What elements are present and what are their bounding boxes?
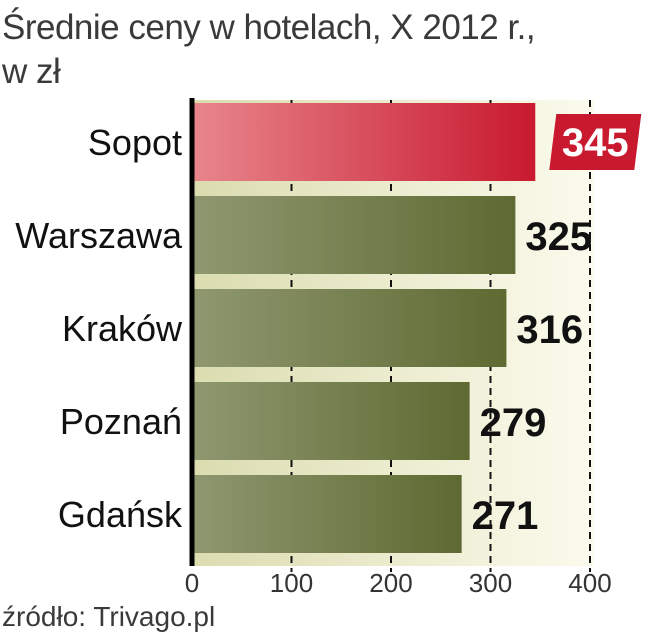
x-tick-label: 200 (369, 568, 412, 598)
value-label: 279 (480, 401, 547, 445)
value-label: 316 (516, 308, 583, 352)
value-label: 271 (472, 494, 539, 538)
category-label: Kraków (62, 308, 183, 349)
value-label: 345 (562, 121, 629, 165)
category-label: Gdańsk (58, 494, 183, 535)
bar-3 (192, 382, 470, 460)
category-label: Sopot (88, 122, 182, 163)
bar-chart: 0 100 200 300 400 Sopot 345 Warszawa 325 Kraków 3… (15, 98, 642, 598)
x-tick-label: 400 (568, 568, 611, 598)
bar-4 (192, 475, 462, 553)
highlight-value-badge: 345 (549, 114, 642, 170)
x-tick-label: 100 (270, 568, 313, 598)
value-badge-shape (549, 114, 642, 170)
chart-title: Średnie ceny w hotelach, X 2012 r., w zł (2, 6, 622, 94)
bar-0 (192, 103, 536, 181)
x-tick-label: 300 (469, 568, 512, 598)
chart-title-line2: w zł (2, 52, 61, 91)
chart-title-line1: Średnie ceny w hotelach, X 2012 r., (2, 8, 536, 47)
category-label: Warszawa (15, 215, 183, 256)
source-note: źródło: Trivago.pl (2, 601, 216, 632)
category-label: Poznań (60, 401, 182, 442)
bar-2 (192, 289, 507, 367)
value-label: 325 (525, 215, 592, 259)
bar-1 (192, 196, 516, 274)
x-tick-label: 0 (185, 568, 199, 598)
